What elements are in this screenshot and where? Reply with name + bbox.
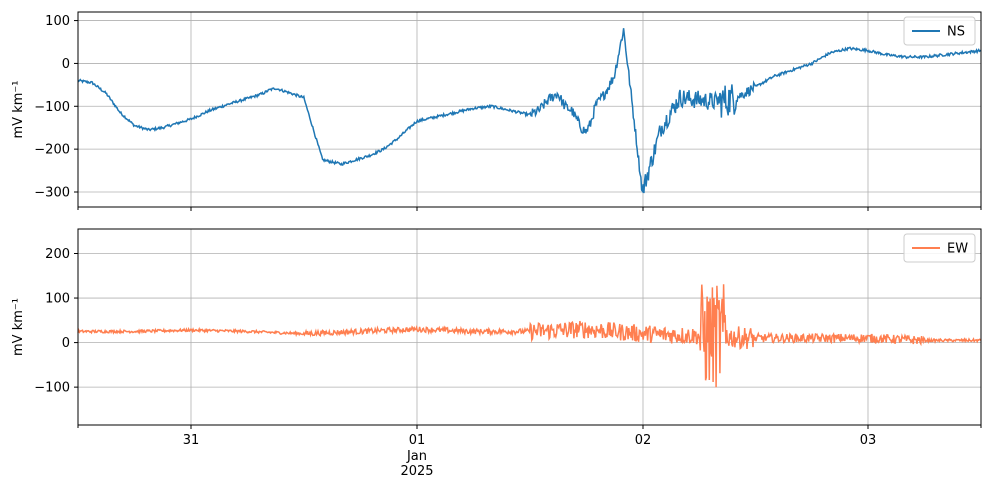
y-tick-label: 100: [45, 292, 70, 307]
x-tick-label: 03: [860, 433, 877, 448]
plot-frame: [77, 11, 982, 208]
series-line-ns: [77, 28, 982, 194]
legend-label: NS: [947, 25, 965, 40]
x-tick-label: 31: [183, 433, 200, 448]
legend-label: EW: [947, 242, 968, 257]
x-tick-label: 01: [409, 433, 426, 448]
y-tick-label: 200: [45, 247, 70, 262]
y-tick-label: 100: [45, 14, 70, 29]
y-axis-label: mV km⁻¹: [11, 298, 26, 356]
x-tick-label: 02: [635, 433, 652, 448]
legend: EW: [903, 233, 976, 263]
x-tick-sublabel: 2025: [400, 464, 433, 479]
ns-panel: −300 −200 −100 0 100 mV km⁻¹ NS: [11, 11, 982, 211]
series-line-ew: [77, 284, 982, 388]
y-tick-label: 0: [62, 336, 70, 351]
y-tick-label: −300: [34, 186, 70, 201]
y-tick-label: −100: [34, 381, 70, 396]
y-tick-label: 0: [62, 57, 70, 72]
y-tick-label: −100: [34, 100, 70, 115]
y-tick-label: −200: [34, 143, 70, 158]
legend: NS: [903, 16, 976, 46]
y-axis-label: mV km⁻¹: [11, 81, 26, 139]
plot-frame: [77, 228, 982, 426]
x-tick-sublabel: Jan: [406, 449, 427, 464]
